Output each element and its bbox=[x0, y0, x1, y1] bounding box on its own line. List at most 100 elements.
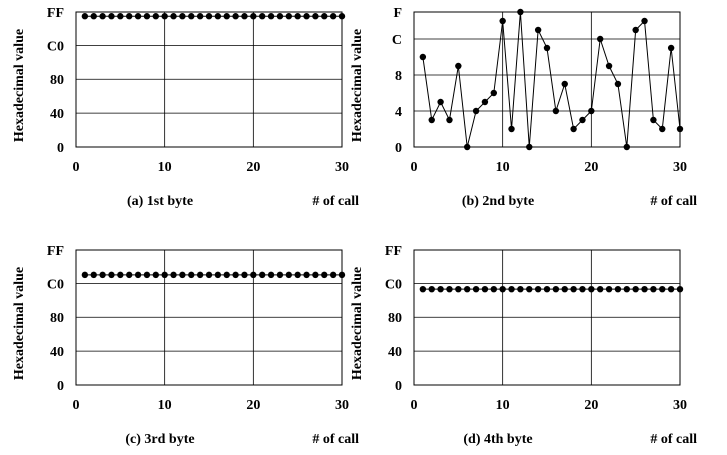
data-point bbox=[481, 285, 489, 293]
data-point bbox=[579, 116, 586, 124]
plot-frame bbox=[75, 249, 343, 386]
data-point bbox=[464, 143, 471, 151]
data-point bbox=[543, 44, 551, 52]
y-tick-label: FF bbox=[385, 244, 402, 259]
y-tick-label: F bbox=[393, 6, 402, 21]
data-point bbox=[117, 13, 124, 20]
data-point bbox=[170, 13, 177, 20]
y-tick-label: 80 bbox=[50, 311, 64, 326]
data-point bbox=[641, 285, 648, 293]
x-tick-label: 10 bbox=[496, 160, 510, 175]
y-tick-label: C0 bbox=[385, 277, 402, 292]
data-point bbox=[99, 271, 106, 279]
y-tick-label: 0 bbox=[395, 379, 402, 394]
data-point bbox=[108, 13, 115, 20]
plot-frame bbox=[75, 11, 343, 148]
data-point bbox=[250, 271, 257, 279]
y-tick-label: FF bbox=[47, 6, 64, 21]
data-point bbox=[659, 285, 666, 293]
data-point bbox=[250, 13, 257, 20]
data-point bbox=[526, 285, 533, 293]
data-point bbox=[650, 116, 657, 124]
y-tick-label: 40 bbox=[388, 345, 402, 360]
data-point bbox=[303, 271, 310, 279]
data-point bbox=[312, 271, 319, 279]
data-point bbox=[446, 116, 453, 124]
data-point bbox=[419, 53, 427, 61]
data-point bbox=[543, 285, 551, 293]
data-point bbox=[534, 26, 542, 34]
data-point bbox=[428, 116, 435, 124]
data-point bbox=[126, 13, 133, 20]
data-point bbox=[259, 271, 266, 279]
data-point bbox=[481, 98, 489, 106]
data-point bbox=[338, 13, 346, 20]
data-point bbox=[143, 271, 151, 279]
data-point bbox=[623, 285, 630, 293]
data-point bbox=[179, 271, 186, 279]
data-point bbox=[676, 125, 684, 133]
data-point bbox=[294, 13, 301, 20]
data-point bbox=[143, 13, 151, 20]
x-tick-label: 20 bbox=[584, 398, 598, 413]
x-tick-label: 30 bbox=[335, 398, 349, 413]
y-tick-label: 40 bbox=[50, 107, 64, 122]
chart-panel-c: 0 40 80 C0 FF 0 10 20 30 Hexadecimal value (c) 3rd… bbox=[12, 244, 359, 447]
data-point bbox=[446, 285, 453, 293]
data-point bbox=[241, 271, 248, 279]
data-point bbox=[134, 271, 142, 279]
data-point bbox=[641, 17, 648, 25]
data-point bbox=[152, 13, 159, 20]
x-axis-label: # of call bbox=[312, 432, 359, 447]
data-point bbox=[472, 285, 480, 293]
x-tick-label: 0 bbox=[73, 160, 80, 175]
data-point bbox=[285, 13, 292, 20]
data-point bbox=[81, 271, 89, 279]
series-line bbox=[422, 11, 681, 148]
data-point bbox=[659, 125, 666, 133]
data-point bbox=[499, 285, 506, 293]
data-point bbox=[223, 13, 230, 20]
data-point bbox=[499, 17, 506, 25]
data-point bbox=[667, 285, 675, 293]
data-point bbox=[232, 271, 239, 279]
data-point bbox=[205, 13, 213, 20]
y-tick-label: C0 bbox=[47, 277, 64, 292]
y-tick-label: 0 bbox=[57, 379, 64, 394]
data-point bbox=[614, 285, 622, 293]
data-point bbox=[455, 285, 462, 293]
data-point bbox=[508, 125, 515, 133]
x-tick-label: 20 bbox=[246, 160, 260, 175]
chart-panel-b: 0 4 8 CF 0 10 20 30 Hexadecimal value (b) 2nd byt… bbox=[350, 6, 697, 209]
chart-panel-a: 0 40 80 C0 FF 0 10 20 30 Hexadecimal value (a) 1st… bbox=[12, 6, 359, 209]
data-point bbox=[552, 107, 560, 115]
y-tick-label: 80 bbox=[388, 311, 402, 326]
panel-caption: (c) 3rd byte bbox=[125, 432, 194, 447]
data-point bbox=[552, 285, 560, 293]
data-point bbox=[508, 285, 515, 293]
y-tick-label: 40 bbox=[50, 345, 64, 360]
data-point bbox=[464, 285, 471, 293]
data-point bbox=[632, 285, 639, 293]
data-point bbox=[597, 285, 604, 293]
y-tick-label: 0 bbox=[57, 141, 64, 156]
data-point bbox=[428, 285, 435, 293]
panel-caption: (b) 2nd byte bbox=[462, 194, 534, 209]
x-tick-label: 0 bbox=[411, 398, 418, 413]
data-point bbox=[437, 285, 444, 293]
y-tick-label: 0 bbox=[395, 141, 402, 156]
data-point bbox=[419, 285, 427, 293]
data-point bbox=[472, 107, 480, 115]
data-point bbox=[632, 26, 639, 34]
data-point bbox=[188, 13, 195, 20]
data-point bbox=[205, 271, 213, 279]
data-point bbox=[605, 62, 613, 70]
y-axis-label: Hexadecimal value bbox=[12, 267, 27, 380]
data-point bbox=[81, 13, 89, 20]
data-point bbox=[196, 271, 204, 279]
data-point bbox=[161, 271, 168, 279]
data-point bbox=[321, 271, 328, 279]
x-tick-label: 20 bbox=[584, 160, 598, 175]
data-point bbox=[614, 80, 622, 88]
